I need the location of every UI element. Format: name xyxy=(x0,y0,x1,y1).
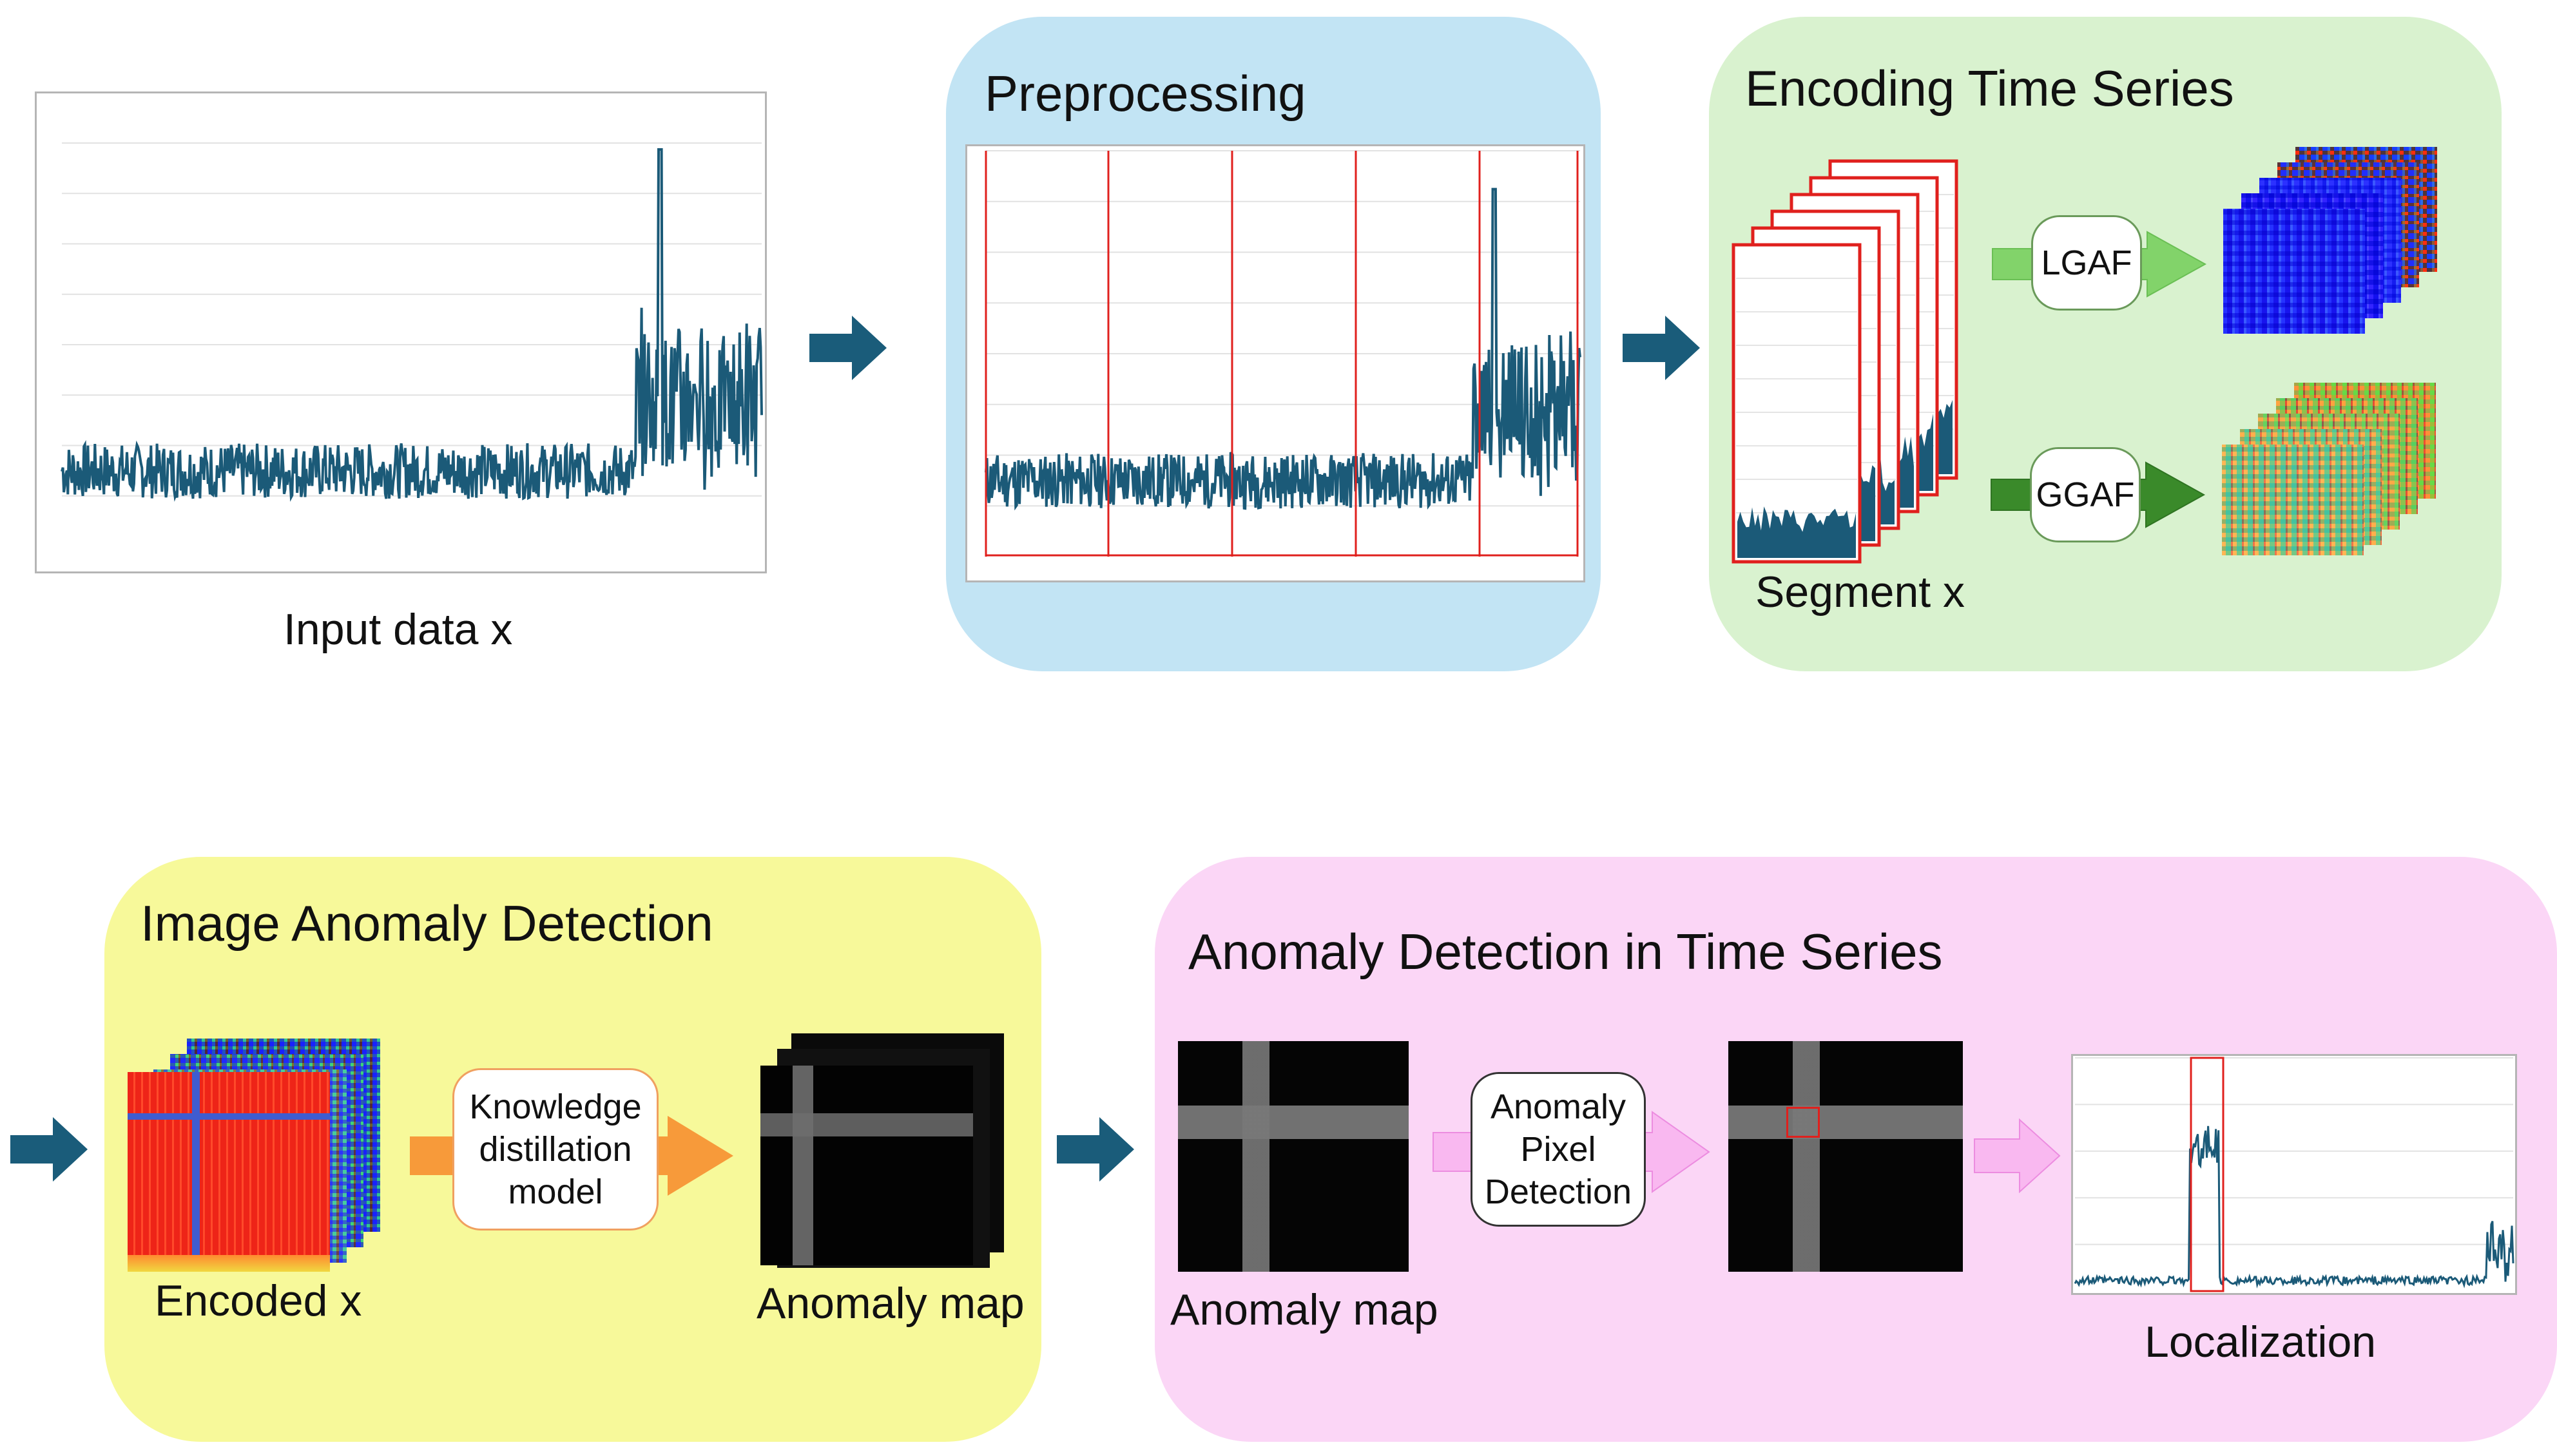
kd-model-box: Knowledge distillation model xyxy=(452,1068,659,1231)
ggaf-box: GGAF xyxy=(2030,447,2141,542)
localization-highlight xyxy=(2190,1057,2224,1292)
input-caption: Input data x xyxy=(284,605,513,654)
lgaf-image xyxy=(2223,209,2365,334)
flow-arrow-4 xyxy=(1057,1117,1134,1182)
image-anomaly-title: Image Anomaly Detection xyxy=(140,895,713,952)
flow-arrow-1 xyxy=(809,316,887,380)
encoded-caption: Encoded x xyxy=(155,1276,362,1325)
flow-arrow-3 xyxy=(10,1117,88,1182)
ggaf-image xyxy=(2222,445,2364,555)
segment-boundaries xyxy=(985,151,1579,557)
encoded-image-front xyxy=(128,1072,330,1272)
segment-stack xyxy=(1732,159,1958,564)
preprocessing-gridlines xyxy=(986,150,1580,507)
preprocessing-plot-frame xyxy=(965,144,1585,582)
flow-arrow-2 xyxy=(1623,316,1700,380)
preprocessing-title: Preprocessing xyxy=(985,65,1306,122)
anomaly-map-ts xyxy=(1178,1041,1409,1272)
localization-caption: Localization xyxy=(2145,1317,2377,1366)
anomaly-pixel-highlight xyxy=(1786,1107,1820,1138)
encoding-title: Encoding Time Series xyxy=(1745,60,2234,117)
input-series-chart xyxy=(61,142,763,502)
anomaly-map-caption-1: Anomaly map xyxy=(757,1279,1025,1328)
localization-series-line xyxy=(2074,1126,2514,1289)
localization-plot-frame xyxy=(2071,1054,2517,1295)
input-series-line xyxy=(61,148,763,502)
segment-card xyxy=(1732,243,1862,564)
localize-arrow xyxy=(1974,1118,2061,1194)
ts-anomaly-title: Anomaly Detection in Time Series xyxy=(1188,923,1943,980)
preprocessing-series-chart xyxy=(985,150,1581,557)
localization-chart xyxy=(2074,1057,2514,1292)
pixel-detection-box: Anomaly Pixel Detection xyxy=(1471,1072,1646,1227)
anomaly-map-image xyxy=(760,1066,973,1265)
anomaly-pixel-map xyxy=(1728,1041,1963,1272)
lgaf-box: LGAF xyxy=(2031,215,2142,311)
anomaly-map-caption-2: Anomaly map xyxy=(1170,1285,1438,1334)
segment-caption: Segment x xyxy=(1755,568,1965,617)
preprocessing-series-line xyxy=(985,187,1581,511)
